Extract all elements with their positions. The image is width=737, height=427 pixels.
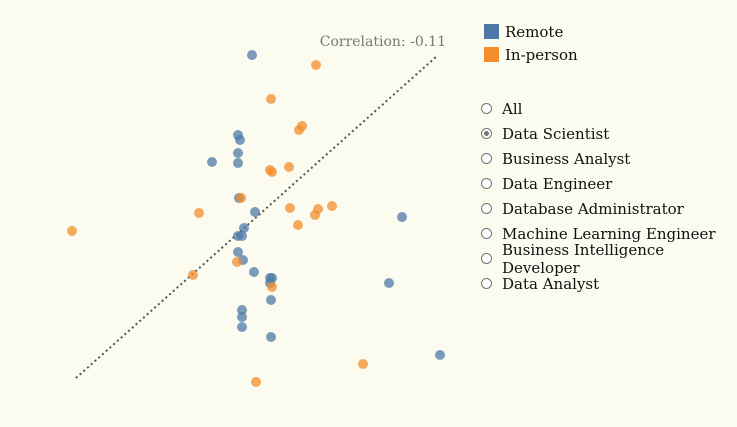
- legend-label-in-person: In-person: [505, 45, 578, 64]
- data-point-in-person: [327, 201, 337, 211]
- data-point-remote: [233, 158, 243, 168]
- data-point-remote: [266, 332, 276, 342]
- data-point-in-person: [67, 226, 77, 236]
- data-point-in-person: [232, 257, 242, 267]
- data-point-remote: [237, 305, 247, 315]
- data-point-in-person: [188, 270, 198, 280]
- role-filter-label: Data Scientist: [502, 124, 610, 143]
- data-point-in-person: [194, 208, 204, 218]
- data-point-in-person: [236, 193, 246, 203]
- legend-label-remote: Remote: [505, 22, 564, 41]
- trend-line: [75, 55, 438, 379]
- radio-button[interactable]: [481, 278, 492, 289]
- data-point-in-person: [284, 162, 294, 172]
- data-point-remote: [233, 231, 243, 241]
- role-filter-database-administrator[interactable]: Database Administrator: [481, 196, 737, 221]
- data-point-remote: [247, 50, 257, 60]
- data-point-in-person: [310, 210, 320, 220]
- radio-button[interactable]: [481, 203, 492, 214]
- role-filter-group: All Data Scientist Business Analyst Data…: [481, 96, 737, 296]
- role-filter-data-analyst[interactable]: Data Analyst: [481, 271, 737, 296]
- radio-button[interactable]: [481, 178, 492, 189]
- radio-button[interactable]: [481, 228, 492, 239]
- data-point-remote: [235, 135, 245, 145]
- data-points: [67, 50, 445, 387]
- data-point-in-person: [294, 125, 304, 135]
- role-filter-label: Data Analyst: [502, 274, 600, 293]
- data-point-in-person: [266, 94, 276, 104]
- data-point-in-person: [251, 377, 261, 387]
- data-point-remote: [239, 223, 249, 233]
- data-point-in-person: [267, 282, 277, 292]
- data-point-remote: [233, 148, 243, 158]
- data-point-remote: [237, 312, 247, 322]
- radio-button[interactable]: [481, 153, 492, 164]
- data-point-remote: [237, 322, 247, 332]
- radio-button[interactable]: [481, 103, 492, 114]
- data-point-in-person: [285, 203, 295, 213]
- role-filter-machine-learning-engineer[interactable]: Machine Learning Engineer: [481, 221, 737, 246]
- radio-button[interactable]: [481, 253, 492, 264]
- data-point-remote: [250, 207, 260, 217]
- role-filter-data-scientist[interactable]: Data Scientist: [481, 121, 737, 146]
- legend-item-remote: Remote: [484, 20, 578, 43]
- role-filter-label: All: [502, 99, 523, 118]
- radio-button[interactable]: [481, 128, 492, 139]
- role-filter-label: Data Engineer: [502, 174, 613, 193]
- data-point-remote: [384, 278, 394, 288]
- role-filter-data-engineer[interactable]: Data Engineer: [481, 171, 737, 196]
- data-point-remote: [266, 295, 276, 305]
- role-filter-label: Database Administrator: [502, 199, 684, 218]
- legend-swatch-in-person: [484, 47, 499, 62]
- legend: Remote In-person: [484, 20, 578, 66]
- role-filter-business-intelligence-developer[interactable]: Business Intelligence Developer: [481, 241, 737, 277]
- role-filter-business-analyst[interactable]: Business Analyst: [481, 146, 737, 171]
- data-point-in-person: [311, 60, 321, 70]
- role-filter-label: Business Intelligence Developer: [502, 240, 665, 277]
- data-point-in-person: [358, 359, 368, 369]
- role-filter-all[interactable]: All: [481, 96, 737, 121]
- data-point-remote: [249, 267, 259, 277]
- data-point-remote: [233, 247, 243, 257]
- correlation-label: Correlation: -0.11: [320, 34, 446, 50]
- data-point-in-person: [293, 220, 303, 230]
- data-point-in-person: [267, 167, 277, 177]
- data-point-remote: [435, 350, 445, 360]
- data-point-remote: [207, 157, 217, 167]
- role-filter-label: Machine Learning Engineer: [502, 224, 716, 243]
- legend-swatch-remote: [484, 24, 499, 39]
- data-point-remote: [397, 212, 407, 222]
- legend-item-in-person: In-person: [484, 43, 578, 66]
- role-filter-label: Business Analyst: [502, 149, 631, 168]
